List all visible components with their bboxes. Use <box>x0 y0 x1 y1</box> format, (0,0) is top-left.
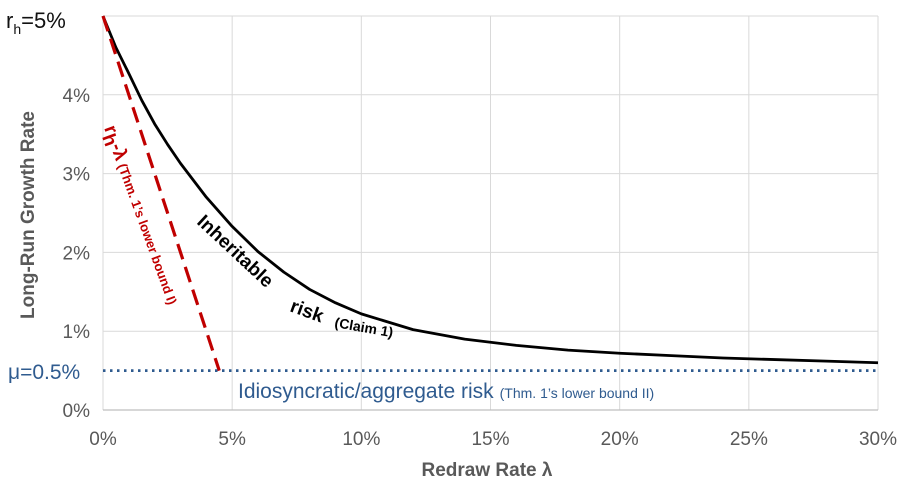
y-tick-label: 3% <box>63 165 91 186</box>
inheritable-risk-curve <box>101 15 879 365</box>
y-tick-label: 1% <box>63 322 91 343</box>
y-top-label: rh=5% <box>6 8 66 37</box>
y-tick-label: 2% <box>63 243 91 264</box>
claim1-label: (Claim 1) <box>333 314 394 340</box>
inheritable-label: Inheritable <box>193 211 278 292</box>
lower-bound-1-line <box>101 15 221 372</box>
y-tick-label: 4% <box>63 86 91 107</box>
y-tick-label: 0% <box>63 401 91 422</box>
series-lines <box>101 15 879 372</box>
y-axis-title: Long-Run Growth Rate <box>18 111 39 319</box>
x-axis-title: Redraw Rate λ <box>422 460 553 481</box>
x-tick-label: 0% <box>89 429 117 450</box>
tick-labels: 0% 5% 10% 15% 20% 25% 30% 0% 1% 2% 3% 4% <box>63 86 898 450</box>
mu-label: μ=0.5% <box>8 361 80 384</box>
x-tick-label: 10% <box>342 429 380 450</box>
idiosyncratic-label: Idiosyncratic/aggregate risk (Thm. 1’s lo… <box>238 380 654 403</box>
x-tick-label: 5% <box>218 429 246 450</box>
risk-label: risk <box>287 296 326 327</box>
x-tick-label: 25% <box>730 429 768 450</box>
x-tick-label: 20% <box>601 429 639 450</box>
x-tick-label: 15% <box>471 429 509 450</box>
x-tick-label: 30% <box>859 429 897 450</box>
grid-lines <box>102 15 879 410</box>
